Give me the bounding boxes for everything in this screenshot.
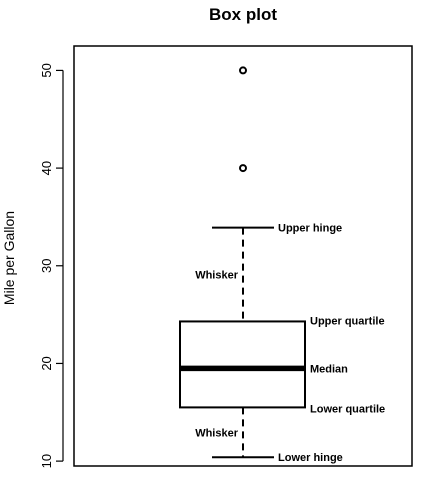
y-tick-label: 10 — [39, 454, 54, 468]
box-layer — [179, 66, 306, 459]
y-tick-label: 20 — [39, 356, 54, 370]
annotation-whisker-lower: Whisker — [195, 427, 239, 439]
chart-title: Box plot — [209, 5, 277, 24]
y-axis: 10 20 30 40 50 — [39, 63, 64, 468]
y-axis-label: Mile per Gallon — [1, 211, 17, 305]
annotation-whisker-upper: Whisker — [195, 270, 239, 282]
annotation-upper-quartile: Upper quartile — [310, 315, 385, 327]
annotation-median: Median — [310, 363, 348, 375]
annotation-lower-quartile: Lower quartile — [310, 403, 385, 415]
y-tick-label: 40 — [39, 161, 54, 175]
outlier-point — [239, 66, 247, 75]
y-tick-label: 50 — [39, 63, 54, 77]
annotation-lower-hinge: Lower hinge — [278, 452, 343, 464]
y-tick-label: 30 — [39, 259, 54, 273]
plot-frame — [73, 45, 413, 467]
annotation-layer: Upper hinge Upper quartile Median Lower qua… — [195, 223, 385, 465]
annotation-upper-hinge: Upper hinge — [278, 223, 342, 235]
box-rect — [179, 320, 306, 409]
outlier-point — [239, 164, 247, 173]
